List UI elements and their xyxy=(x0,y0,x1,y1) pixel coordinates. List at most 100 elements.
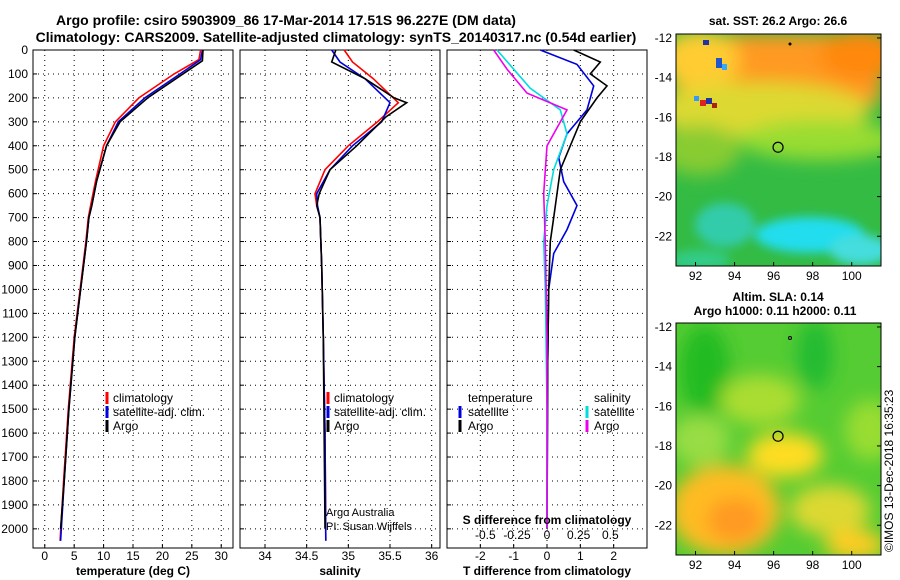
x-tick-label: -1 xyxy=(508,549,519,563)
x-tick-label: 35 xyxy=(342,549,356,563)
x-tick-label: 35.5 xyxy=(378,549,402,563)
difference-legend: temperature satellite Argo salinity sate… xyxy=(458,391,635,433)
sst-map: sat. SST: 26.2 Argo: 26.6 xyxy=(655,14,882,283)
x-tick-label: 20 xyxy=(156,549,170,563)
lon-tick-label: 94 xyxy=(728,269,742,283)
depth-tick-labels: 0 100 200 300 400 500 600 700 800 900 1000 1100 1200… xyxy=(1,43,28,536)
lon-tick-label: 98 xyxy=(806,269,820,283)
temperature-series xyxy=(59,49,204,541)
depth-tick-label: 1800 xyxy=(1,474,28,488)
s-tick-label: 0.25 xyxy=(567,528,591,542)
sla-argo-location-marker xyxy=(772,430,784,442)
lon-tick-label: 98 xyxy=(806,558,820,572)
temperature-grid xyxy=(33,49,233,548)
series-line xyxy=(314,49,400,541)
depth-tick-label: 1700 xyxy=(1,450,28,464)
figure-title-line1: Argo profile: csiro 5903909_86 17-Mar-20… xyxy=(56,12,516,28)
legend-satellite-label: satellite-adj. clim. xyxy=(113,405,205,419)
legend-s-satellite-label: satellite xyxy=(594,405,635,419)
lat-tick-label: -20 xyxy=(655,479,673,493)
lat-tick-label: -14 xyxy=(655,71,673,85)
legend-temperature-title: temperature xyxy=(468,391,533,405)
depth-tick-label: 1300 xyxy=(1,354,28,368)
depth-tick-label: 600 xyxy=(8,187,28,201)
depth-tick-label: 1100 xyxy=(2,306,28,320)
lat-tick-label: -20 xyxy=(655,190,673,204)
x-tick-label: 0 xyxy=(41,549,48,563)
lat-tick-label: -16 xyxy=(655,110,673,124)
lat-tick-label: -18 xyxy=(655,150,673,164)
depth-tick-label: 1900 xyxy=(1,498,28,512)
lon-tick-label: 92 xyxy=(689,269,703,283)
sst-latitude-labels: -12 -14 -16 -18 -20 -22 xyxy=(655,31,881,243)
depth-tick-label: 300 xyxy=(8,115,28,129)
lon-tick-label: 100 xyxy=(842,269,862,283)
salinity-panel: 34 34.5 35 35.5 36 salinity climatology sate… xyxy=(239,49,441,578)
x-tick-label: 1 xyxy=(577,549,584,563)
depth-tick-label: 2000 xyxy=(1,522,28,536)
temperature-xlabel: temperature (deg C) xyxy=(76,564,190,578)
x-tick-label: 5 xyxy=(71,549,78,563)
x-tick-label: 2 xyxy=(610,549,617,563)
legend-satellite-label: satellite-adj. clim. xyxy=(334,405,426,419)
sla-map-title: Altim. SLA: 0.14 xyxy=(732,290,824,304)
sst-map-frame xyxy=(675,33,882,267)
x-tick-label: 34.5 xyxy=(295,549,319,563)
imos-credit: ©IMOS 13-Dec-2018 16:35:23 xyxy=(882,389,896,552)
temperature-axes-frame xyxy=(32,49,234,549)
legend-salinity-title: salinity xyxy=(594,391,631,405)
temperature-legend: climatology satellite-adj. clim. Argo xyxy=(105,391,205,433)
sst-longitude-labels: 92 94 96 98 100 xyxy=(689,262,862,283)
salinity-tick-labels: 34 34.5 35 35.5 36 xyxy=(258,549,438,563)
series-line xyxy=(493,49,569,529)
depth-tick-label: 1400 xyxy=(1,378,28,392)
lat-tick-label: -22 xyxy=(655,229,673,243)
x-tick-label: 10 xyxy=(97,549,111,563)
lon-tick-label: 96 xyxy=(767,269,781,283)
legend-climatology-label: climatology xyxy=(334,391,394,405)
difference-series xyxy=(493,49,609,529)
x-tick-label: 25 xyxy=(185,549,199,563)
depth-tick-label: 1600 xyxy=(1,426,28,440)
salinity-xlabel: salinity xyxy=(319,564,361,578)
temperature-panel: 0100200300400500600700800900100011001200… xyxy=(1,43,234,578)
sst-argo-location-marker xyxy=(772,141,784,153)
depth-tick-label: 500 xyxy=(8,163,28,177)
legend-s-argo-label: Argo xyxy=(594,419,620,433)
t-difference-xlabel: T difference from climatology xyxy=(463,564,631,578)
x-tick-label: 34 xyxy=(258,549,272,563)
depth-tick-label: 400 xyxy=(8,139,28,153)
salinity-axes-frame xyxy=(239,49,441,549)
sst-map-title: sat. SST: 26.2 Argo: 26.6 xyxy=(709,14,848,28)
legend-argo-label: Argo xyxy=(113,419,139,433)
s-tick-label: 0 xyxy=(544,528,551,542)
sst-field xyxy=(676,34,881,266)
lat-tick-label: -12 xyxy=(655,320,673,334)
salinity-legend: climatology satellite-adj. clim. Argo xyxy=(326,391,426,433)
sla-field xyxy=(676,323,881,555)
lon-tick-label: 94 xyxy=(728,558,742,572)
x-tick-label: 0 xyxy=(544,549,551,563)
sla-small-dot xyxy=(788,336,792,340)
lat-tick-label: -16 xyxy=(655,399,673,413)
s-tick-label: 0.5 xyxy=(602,528,619,542)
lon-tick-label: 96 xyxy=(767,558,781,572)
sst-small-dot xyxy=(788,42,792,46)
s-difference-label: S difference from climatology xyxy=(463,513,632,527)
figure-title-line2: Climatology: CARS2009. Satellite-adjuste… xyxy=(36,29,637,45)
depth-tick-label: 200 xyxy=(8,91,28,105)
x-tick-label: -2 xyxy=(475,549,486,563)
x-tick-label: 15 xyxy=(126,549,140,563)
s-difference-tick-labels: -0.5 -0.25 0 0.25 0.5 xyxy=(475,528,619,542)
t-difference-tick-labels: -2 -1 0 1 2 xyxy=(475,549,617,563)
depth-tick-label: 1200 xyxy=(1,330,28,344)
lat-tick-label: -22 xyxy=(655,518,673,532)
lon-tick-label: 100 xyxy=(842,558,862,572)
series-line xyxy=(496,49,568,529)
lat-tick-label: -14 xyxy=(655,360,673,374)
depth-tick-label: 700 xyxy=(8,211,28,225)
legend-climatology-label: climatology xyxy=(113,391,173,405)
salinity-series xyxy=(314,49,409,541)
sla-latitude-labels: -12 -14 -16 -18 -20 -22 xyxy=(655,320,881,532)
